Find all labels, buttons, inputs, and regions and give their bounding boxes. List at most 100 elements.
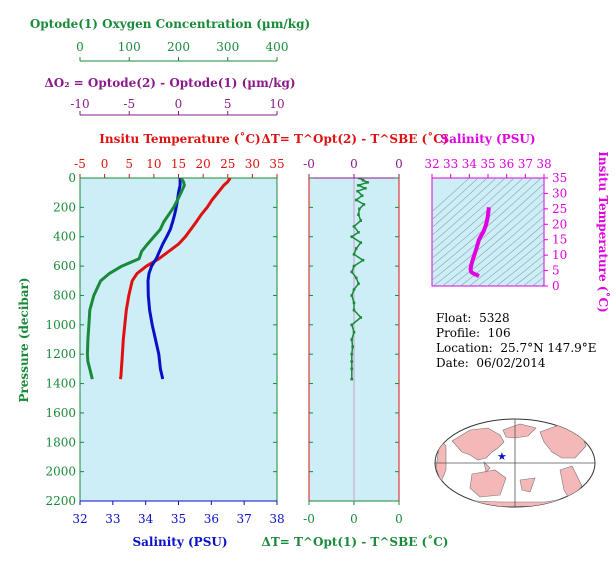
temperature-axis-tick-label: 35 xyxy=(269,157,284,171)
pressure-tick-label: 600 xyxy=(53,259,76,273)
ts-density-contour xyxy=(459,215,544,286)
ts-salinity-tick-label: 34 xyxy=(462,157,478,171)
pressure-tick-label: 1600 xyxy=(45,406,76,420)
delta-o2-axis-tick-label: 0 xyxy=(175,97,183,111)
ts-density-contour xyxy=(513,262,544,286)
delta-o2-axis: -10 -5 0 5 10 xyxy=(70,97,285,116)
oxygen-profile-line xyxy=(85,178,186,380)
dt-point xyxy=(358,178,361,180)
dt-point xyxy=(360,194,364,197)
dt-point xyxy=(350,294,354,297)
dt-point xyxy=(359,316,363,319)
pressure-tick-label: 800 xyxy=(53,288,76,302)
temperature-axis-tick-label: 30 xyxy=(245,157,260,171)
salinity-axis-tick-label: 35 xyxy=(171,512,186,526)
pressure-axis-title: Pressure (decibar) xyxy=(17,277,31,402)
salinity-axis-tick-label: 32 xyxy=(72,512,87,526)
salinity-profile-line xyxy=(146,178,182,380)
temperature-profile-line xyxy=(118,178,232,380)
dt-point xyxy=(366,181,369,184)
dt-point xyxy=(352,225,356,228)
temperature-axis-title: Insitu Temperature (˚C) xyxy=(99,131,260,146)
ts-density-contour xyxy=(468,223,544,286)
dt-point xyxy=(356,189,359,193)
dt-top-axis-title: ΔT= T^Opt(2) - T^SBE (˚C) xyxy=(262,131,449,146)
dt-point xyxy=(351,345,354,349)
pressure-tick-label: 1200 xyxy=(45,347,76,361)
dt-point xyxy=(352,288,356,291)
dt-point xyxy=(357,282,360,286)
dt-point xyxy=(362,203,366,206)
dt-point xyxy=(361,178,365,182)
dt-bottom-tick-label: 0 xyxy=(395,512,403,526)
dt-axes: -0 -0 0 0 0 0 xyxy=(303,157,403,526)
profile-value: 106 xyxy=(487,326,511,340)
salinity-axis-tick-label: 33 xyxy=(105,512,120,526)
main-plot-area xyxy=(79,177,278,502)
profile-label: Profile: xyxy=(436,326,481,340)
oxygen-axis-tick-label: 300 xyxy=(216,40,239,54)
ts-density-contour xyxy=(432,178,506,244)
dt-point xyxy=(357,231,360,234)
ts-density-contour xyxy=(441,199,544,286)
ts-salinity-tick-label: 36 xyxy=(499,157,514,171)
dt-top-tick-label: 0 xyxy=(350,157,358,171)
dt-point xyxy=(359,219,363,222)
dt-point xyxy=(352,253,356,256)
main-series-layer xyxy=(85,178,232,380)
ts-temperature-tick-label: 0 xyxy=(552,279,560,293)
ts-salinity-title: Salinity (PSU) xyxy=(440,132,535,146)
ts-density-contour xyxy=(531,276,544,286)
ts-density-contour xyxy=(432,178,497,236)
salinity-axis-tick-label: 38 xyxy=(269,512,284,526)
float-value: 5328 xyxy=(479,311,510,325)
ts-plot-area xyxy=(431,177,545,287)
dt-point xyxy=(350,377,354,381)
ts-density-contour xyxy=(432,191,544,286)
float-label: Float: xyxy=(436,311,472,325)
delta-o2-axis-tick-label: -10 xyxy=(70,97,89,111)
salinity-axis: 32 33 34 35 36 37 38 xyxy=(72,500,285,526)
ts-temperature-tick-label: 5 xyxy=(552,264,560,278)
ts-salinity-tick-label: 37 xyxy=(518,157,533,171)
ts-salinity-tick-label: 38 xyxy=(536,157,551,171)
ts-density-contour xyxy=(486,239,544,286)
pressure-tick-label: 2000 xyxy=(45,465,76,479)
dt-point xyxy=(358,207,361,211)
oxygen-axis-tick-label: 100 xyxy=(118,40,141,54)
ts-salinity-tick-label: 35 xyxy=(480,157,495,171)
temperature-axis-tick-label: 5 xyxy=(125,157,133,171)
ts-density-contour xyxy=(432,178,515,252)
ts-density-contour xyxy=(504,254,544,286)
delta-o2-axis-tick-label: 10 xyxy=(269,97,284,111)
oxygen-axis-tick-label: 200 xyxy=(167,40,190,54)
oxygen-axis-tick-label: 0 xyxy=(76,40,84,54)
ts-density-contour xyxy=(432,178,533,267)
dt-point xyxy=(350,352,354,356)
ts-series-layer xyxy=(468,207,491,278)
pressure-tick-label: 200 xyxy=(53,200,76,214)
dt-point xyxy=(361,258,365,262)
dt-point xyxy=(350,338,354,341)
pressure-tick-label: 1400 xyxy=(45,377,76,391)
dt-point xyxy=(352,330,356,334)
dt-point xyxy=(352,301,356,305)
ts-density-contour xyxy=(522,269,544,286)
dt-top-tick-label: -0 xyxy=(303,157,315,171)
ts-temperature-tick-label: 30 xyxy=(552,186,567,200)
ts-temperature-tick-label: 20 xyxy=(552,217,567,231)
dt-series-layer xyxy=(350,178,370,501)
delta-o2-axis-tick-label: 5 xyxy=(224,97,232,111)
temperature-axis-tick-label: -5 xyxy=(74,157,86,171)
delta-o2-axis-tick-label: -5 xyxy=(123,97,135,111)
pressure-tick-label: 1800 xyxy=(45,435,76,449)
temperature-axis-tick-label: 25 xyxy=(220,157,235,171)
ts-density-contour xyxy=(495,247,544,286)
salinity-axis-tick-label: 36 xyxy=(204,512,219,526)
dt-point xyxy=(352,308,356,312)
salinity-axis-title: Salinity (PSU) xyxy=(132,535,227,549)
ts-density-contour xyxy=(450,207,544,286)
salinity-axis-tick-label: 37 xyxy=(237,512,252,526)
dt-point xyxy=(363,186,367,190)
